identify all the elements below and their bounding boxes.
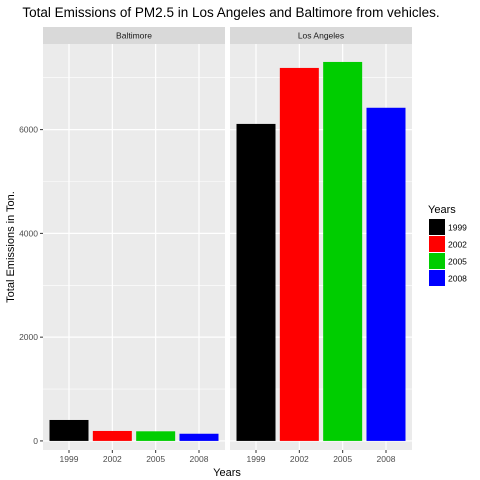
- panel-background-baltimore: [43, 44, 225, 450]
- facet-label-los-angeles: Los Angeles: [298, 31, 344, 41]
- bars-los-angeles: [236, 61, 406, 441]
- bars-baltimore: [49, 419, 219, 441]
- x-tick-label: 1999: [60, 454, 79, 464]
- facet-panel-los-angeles: Los Angeles: [230, 27, 412, 450]
- bar-los-angeles-2005: [323, 61, 363, 441]
- bar-baltimore-2002: [92, 430, 132, 441]
- x-tick-label: 2002: [103, 454, 122, 464]
- legend-label-2005: 2005: [448, 257, 467, 267]
- legend-key-2002: [429, 236, 445, 252]
- legend-key-2008: [429, 270, 445, 286]
- x-tick-label: 2005: [146, 454, 165, 464]
- bar-los-angeles-2008: [366, 107, 406, 441]
- facet-label-baltimore: Baltimore: [116, 31, 152, 41]
- x-tick-label: 2002: [290, 454, 309, 464]
- legend-label-2002: 2002: [448, 240, 467, 250]
- legend-title: Years: [428, 204, 456, 216]
- x-tick-label: 2005: [333, 454, 352, 464]
- legend-label-1999: 1999: [448, 223, 467, 233]
- x-axis-los-angeles: 1999 2002 2005 2008: [247, 450, 396, 464]
- facet-panel-baltimore: Baltimore: [43, 27, 225, 450]
- x-tick-label: 2008: [377, 454, 396, 464]
- y-tick-label: 0: [33, 436, 38, 446]
- legend-key-2005: [429, 253, 445, 269]
- y-tick-label: 4000: [19, 228, 38, 238]
- x-tick-label: 1999: [247, 454, 266, 464]
- x-tick-label: 2008: [190, 454, 209, 464]
- bar-baltimore-1999: [49, 419, 89, 441]
- x-axis-title: Years: [213, 467, 241, 479]
- y-axis-title: Total Emissions in Ton.: [5, 191, 17, 303]
- bar-los-angeles-2002: [279, 67, 319, 441]
- bar-baltimore-2005: [136, 431, 176, 441]
- facet-strip-baltimore: [43, 27, 225, 44]
- legend-label-2008: 2008: [448, 274, 467, 284]
- legend: Years 1999 2002 2005 2008: [428, 204, 467, 286]
- y-tick-label: 2000: [19, 332, 38, 342]
- facet-strip-los-angeles: [230, 27, 412, 44]
- bar-los-angeles-1999: [236, 123, 276, 441]
- y-tick-label: 6000: [19, 125, 38, 135]
- y-axis: 0 2000 4000 6000: [19, 125, 43, 446]
- chart-title: Total Emissions of PM2.5 in Los Angeles …: [22, 5, 439, 20]
- bar-baltimore-2008: [179, 433, 219, 441]
- legend-key-1999: [429, 219, 445, 235]
- x-axis-baltimore: 1999 2002 2005 2008: [60, 450, 209, 464]
- gridlines-baltimore: [43, 44, 225, 450]
